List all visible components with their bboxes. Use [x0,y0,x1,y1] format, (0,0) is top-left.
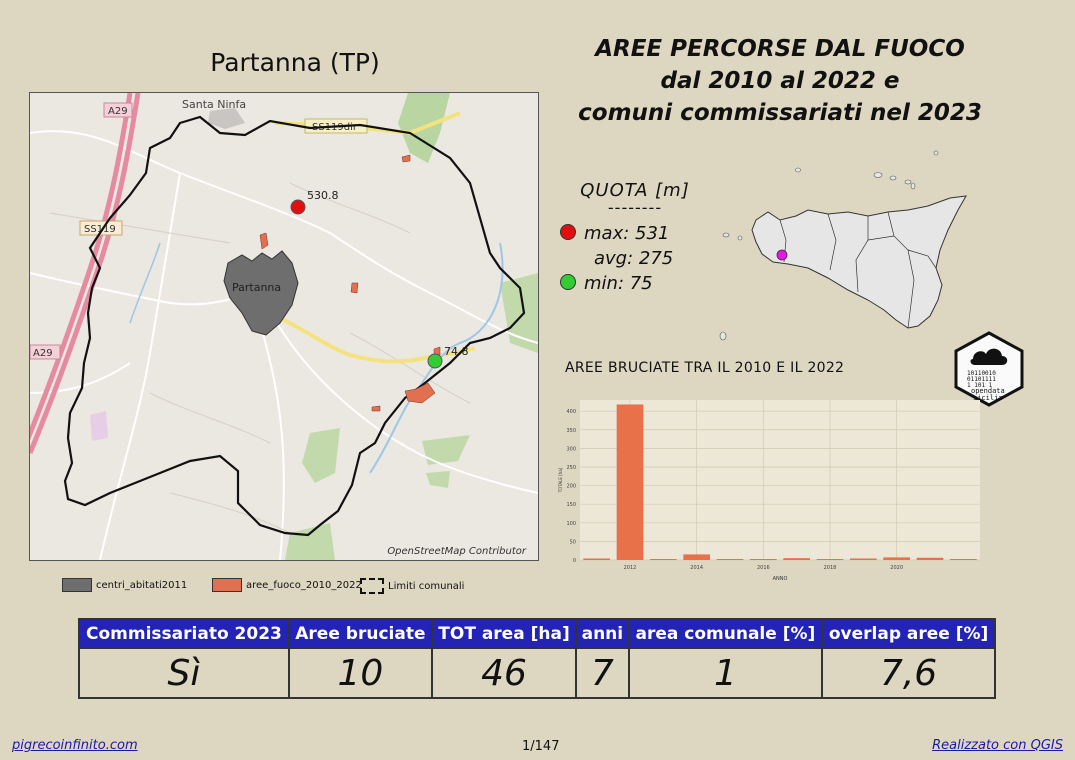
legend-item-boundary: Limiti comunali [360,578,464,594]
legend-label-boundary: Limiti comunali [388,581,465,592]
stats-table: Commissariato 2023 Aree bruciate TOT are… [78,618,996,699]
svg-text:1 101 1: 1 101 1 [967,382,993,389]
map-canvas: A29 SS119 A29 SS119dir Santa Ninfa Parta… [30,93,538,560]
quota-separator: -------- [607,198,663,217]
stats-value-row: Sì 10 46 7 1 7,6 [78,647,996,699]
y-tick-label: 350 [566,428,576,434]
svg-text:01101111: 01101111 [967,376,996,383]
y-tick-label: 300 [566,446,576,452]
burned-area-chart: 0 50 100 150 200 250 300 350 400 2012 2014 2016 201… [550,395,985,590]
min-elevation-marker [427,353,443,369]
x-axis-label: ANNO [773,576,788,582]
footer-site-link[interactable]: pigrecoinfinito.com [12,738,138,753]
x-tick-label: 2014 [690,565,703,571]
y-tick-label: 250 [566,465,576,471]
label-a29-bottom: A29 [33,348,53,359]
fire-areas [259,154,441,412]
label-santa-ninfa: Santa Ninfa [182,98,246,111]
legend-label-fire: aree_fuoco_2010_2022 [246,580,362,591]
quota-max: max: 531 [584,223,670,244]
bar-2013 [650,559,677,560]
quota-title: QUOTA [m] [580,180,690,201]
bar-2012 [616,404,644,560]
red-dot-icon [560,224,576,240]
header-overlap: overlap aree [%] [821,618,996,649]
value-tot-area: 46 [430,647,578,699]
label-max-elev: 530.8 [307,189,339,202]
y-tick-label: 50 [570,539,576,545]
legend-item-fire: aree_fuoco_2010_2022 [212,578,362,593]
logo-text-1: opendata [971,387,1005,395]
opendata-sicilia-logo: 10110010 01101111 1 101 1 opendata sicil… [953,331,1025,407]
quota-avg: avg: 275 [594,248,674,269]
y-tick-label: 400 [566,409,576,415]
value-anni: 7 [575,647,630,699]
bar-2017 [783,558,810,560]
svg-text:10110010: 10110010 [967,370,996,377]
header-aree-bruciate: Aree bruciate [287,618,433,649]
y-axis-label: TOTALE [ha] [558,467,563,493]
value-aree-bruciate: 10 [287,647,433,699]
x-tick-label: 2020 [890,565,903,571]
max-elevation-marker [290,199,306,215]
bar-2011 [583,558,610,560]
legend-item-urban: centri_abitati2011 [62,578,187,593]
main-title-line-1: AREE PERCORSE DAL FUOCO [595,36,965,62]
footer-page-number: 1/147 [522,739,560,754]
y-tick-label: 200 [566,484,576,490]
stats-header-row: Commissariato 2023 Aree bruciate TOT are… [78,618,996,649]
sicily-overview-map [718,150,970,345]
osm-credit: OpenStreetMap Contributor [387,546,526,557]
y-tick-label: 0 [573,558,576,564]
y-tick-label: 150 [566,502,576,508]
logo-text-2: sicilia [973,394,1003,402]
value-commissariato: Sì [78,647,290,699]
quota-min: min: 75 [584,273,653,294]
chart-title: AREE BRUCIATE TRA IL 2010 E IL 2022 [565,360,845,376]
municipality-map[interactable]: A29 SS119 A29 SS119dir Santa Ninfa Parta… [29,92,539,561]
header-commissariato: Commissariato 2023 [78,618,290,649]
quota-avg-row: avg: 275 [560,246,710,271]
municipality-location-marker [776,249,788,261]
main-title: AREE PERCORSE DAL FUOCO dal 2010 al 2022… [570,33,990,129]
bar-2015 [716,559,744,560]
road-shield-a29 [103,102,133,118]
quota-min-row: min: 75 [560,271,710,296]
main-title-line-3: comuni commissariati nel 2023 [578,100,982,126]
value-overlap: 7,6 [821,647,996,699]
x-tick-label: 2012 [624,565,637,571]
x-tick-label: 2016 [757,565,770,571]
footer-qgis-link[interactable]: Realizzato con QGIS [932,738,1063,753]
bar-2021 [916,557,944,560]
map-title: Partanna (TP) [210,48,380,77]
elevation-panel: QUOTA [m] -------- max: 531 avg: 275 min… [560,180,710,296]
fire-swatch [212,578,242,592]
label-a29-top: A29 [108,106,128,117]
boundary-swatch [360,578,384,594]
municipal-boundary [63,115,526,537]
bar-2019 [850,558,877,560]
value-area-comunale: 1 [627,647,824,699]
y-tick-label: 100 [566,521,576,527]
main-title-line-2: dal 2010 al 2022 e [660,68,900,94]
plot-area [580,400,980,560]
label-partanna: Partanna [232,281,281,294]
bar-2020 [883,557,910,560]
urban-swatch [62,578,92,592]
bar-2022 [950,559,977,560]
quota-max-row: max: 531 [560,221,710,246]
x-tick-label: 2018 [824,565,837,571]
label-ss119: SS119 [84,224,116,235]
header-tot-area: TOT area [ha] [430,618,578,649]
urban-area-partanna [223,250,299,336]
bar-2016 [750,559,777,560]
bar-2018 [816,559,844,560]
bar-2014 [683,554,710,560]
green-dot-icon [560,274,576,290]
header-area-comunale: area comunale [%] [627,618,824,649]
header-anni: anni [575,618,630,649]
label-min-elev: 74.8 [444,345,469,358]
legend-label-urban: centri_abitati2011 [96,580,188,591]
